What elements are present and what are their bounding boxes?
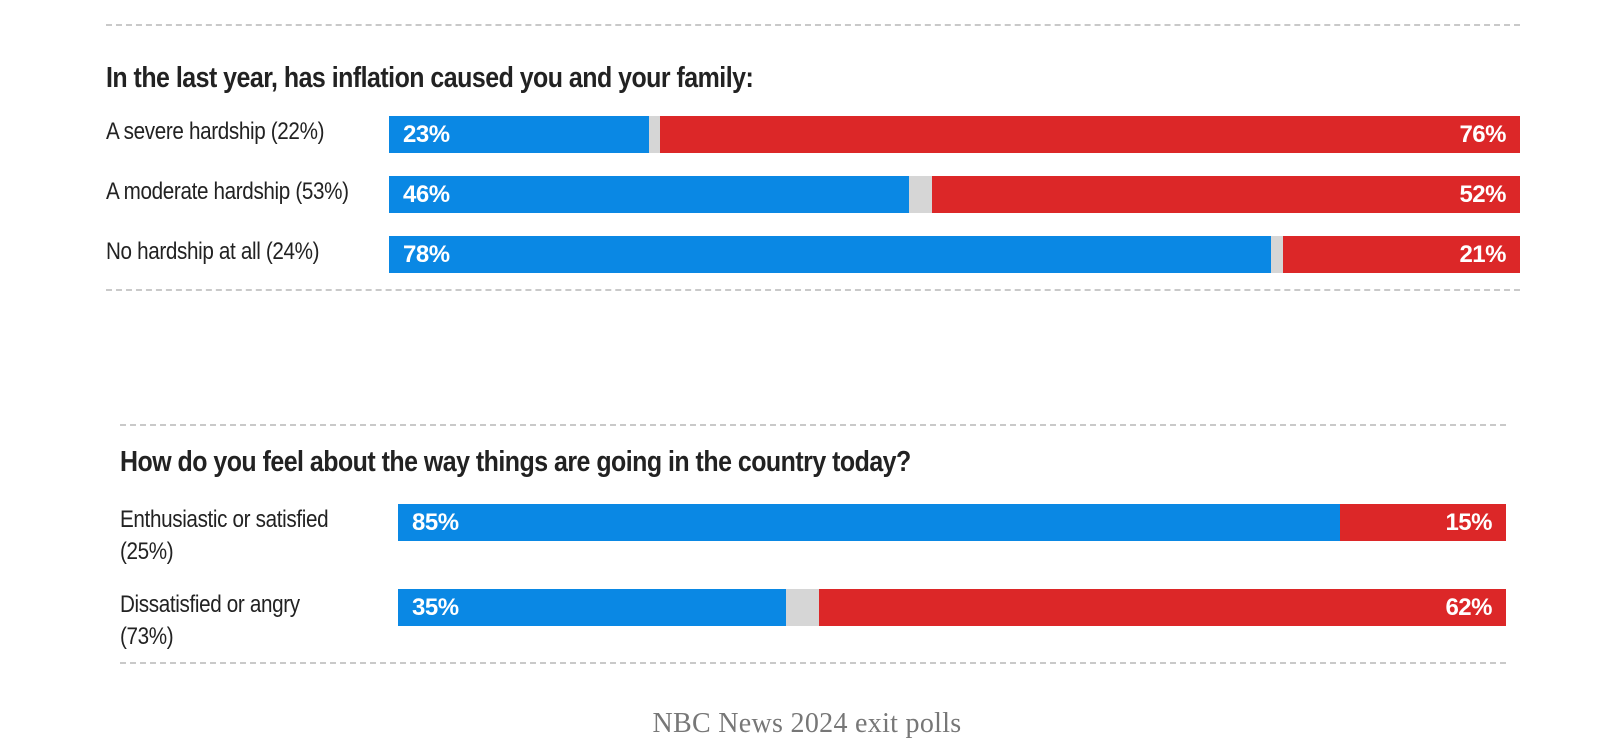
chart-title: In the last year, has inflation caused y… xyxy=(106,62,754,94)
data-label-right: 76% xyxy=(1459,121,1506,148)
bar-track: 78% 21% xyxy=(389,236,1520,273)
chart-panel-country-direction: How do you feel about the way things are… xyxy=(120,424,1506,664)
bar-track: 46% 52% xyxy=(389,176,1520,213)
bar-segment-left xyxy=(398,504,1340,541)
faded-next-chart-title: ​ xyxy=(106,330,486,342)
data-label-left: 78% xyxy=(403,241,450,268)
bar-segment-left xyxy=(389,176,910,213)
data-label-right: 62% xyxy=(1445,594,1492,621)
top-divider xyxy=(106,24,1520,26)
bar-segment-right xyxy=(819,589,1506,626)
source-caption: NBC News 2024 exit polls xyxy=(652,708,962,739)
bar-segment-right xyxy=(660,116,1520,153)
bar-row: A severe hardship (22%) 23% 76% xyxy=(106,116,1520,176)
data-label-right: 52% xyxy=(1459,181,1506,208)
bottom-divider xyxy=(120,662,1506,664)
bar-segment-right xyxy=(931,176,1520,213)
bar-row: Enthusiastic or satisfied (25%) 85% 15% xyxy=(120,504,1506,589)
category-label: A moderate hardship (53%) xyxy=(106,178,349,205)
category-label: Enthusiastic or satisfied (25%) xyxy=(120,506,329,565)
data-label-left: 35% xyxy=(412,594,459,621)
bar-track: 35% 62% xyxy=(398,589,1506,626)
top-divider xyxy=(120,424,1506,426)
chart-title: How do you feel about the way things are… xyxy=(120,446,911,478)
data-label-left: 46% xyxy=(403,181,450,208)
category-label: No hardship at all (24%) xyxy=(106,238,320,265)
data-label-right: 21% xyxy=(1459,241,1506,268)
bar-rows: Enthusiastic or satisfied (25%) 85% 15% Dis… xyxy=(120,504,1506,674)
category-label: A severe hardship (22%) xyxy=(106,118,325,145)
bar-rows: A severe hardship (22%) 23% 76% A moderate … xyxy=(106,116,1520,296)
bar-track: 85% 15% xyxy=(398,504,1506,541)
bar-row: No hardship at all (24%) 78% 21% xyxy=(106,236,1520,296)
bar-row: A moderate hardship (53%) 46% 52% xyxy=(106,176,1520,236)
bar-segment-left xyxy=(389,236,1272,273)
chart-panel-inflation: In the last year, has inflation caused y… xyxy=(106,24,1520,291)
bar-segment-right xyxy=(1339,504,1506,541)
bar-segment-left xyxy=(398,589,786,626)
bar-segment-right xyxy=(1282,236,1520,273)
bottom-divider xyxy=(106,289,1520,291)
category-label: Dissatisfied or angry (73%) xyxy=(120,591,300,650)
data-label-right: 15% xyxy=(1445,509,1492,536)
bar-row: Dissatisfied or angry (73%) 35% 62% xyxy=(120,589,1506,674)
bar-track: 23% 76% xyxy=(389,116,1520,153)
data-label-left: 23% xyxy=(403,121,450,148)
bar-segment-left xyxy=(389,116,650,153)
data-label-left: 85% xyxy=(412,509,459,536)
